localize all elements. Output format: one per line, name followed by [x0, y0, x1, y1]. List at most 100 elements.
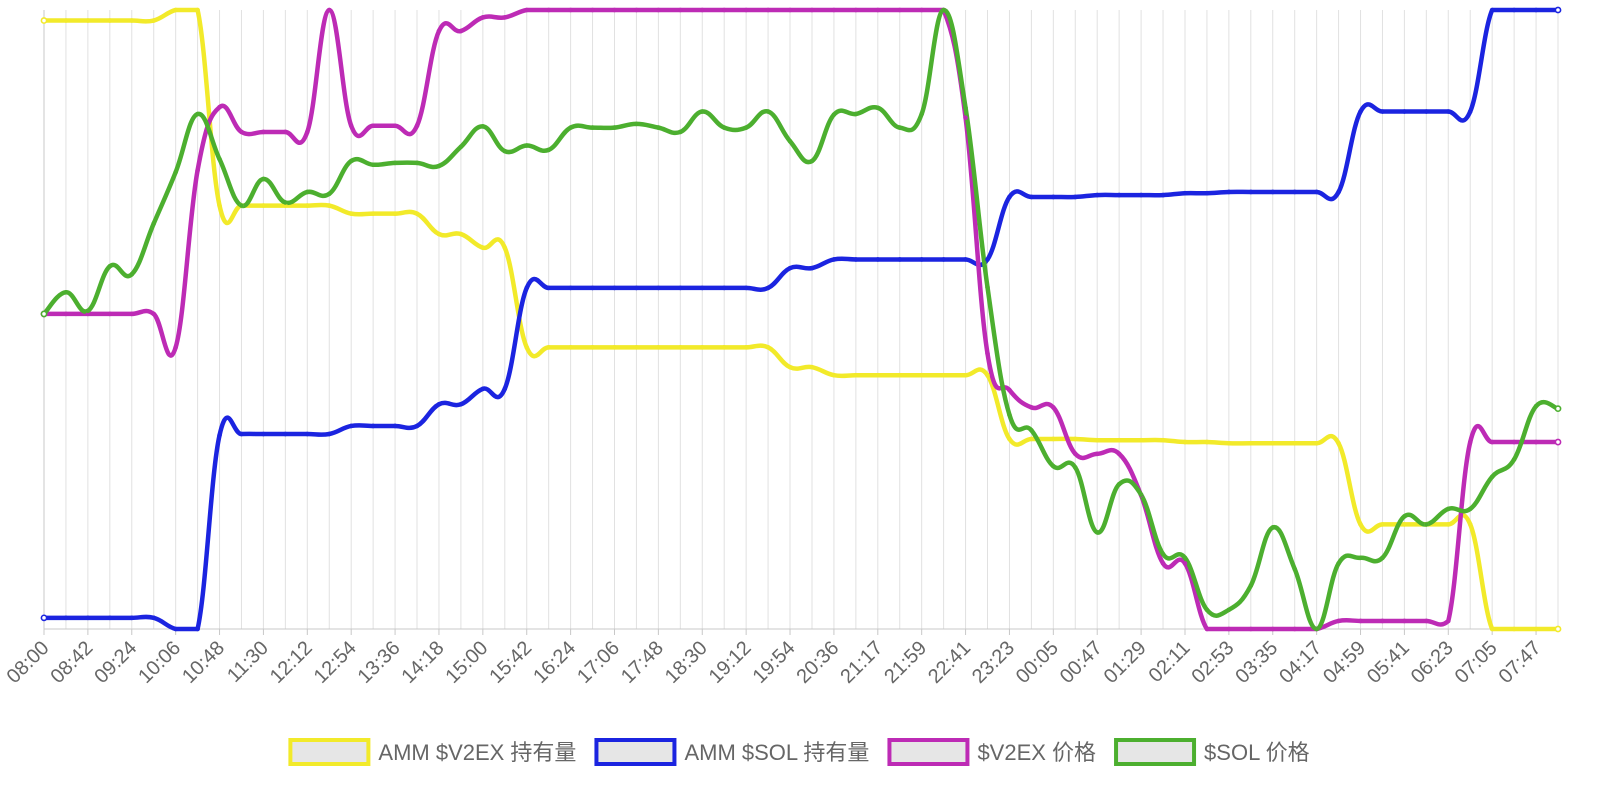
data-point[interactable]	[1445, 522, 1451, 527]
data-point[interactable]	[436, 163, 442, 169]
data-point[interactable]	[63, 289, 69, 295]
data-point[interactable]	[480, 386, 486, 392]
data-point[interactable]	[699, 345, 705, 350]
data-point[interactable]	[743, 285, 749, 291]
data-point[interactable]	[1554, 405, 1562, 413]
data-point[interactable]	[1248, 626, 1254, 632]
data-point[interactable]	[699, 285, 705, 291]
data-point[interactable]	[305, 129, 310, 135]
data-point[interactable]	[787, 265, 793, 271]
data-point[interactable]	[1182, 190, 1188, 196]
data-point[interactable]	[40, 310, 48, 318]
data-point[interactable]	[721, 125, 727, 130]
data-point[interactable]	[370, 123, 376, 129]
data-point[interactable]	[656, 125, 661, 130]
data-point[interactable]	[1248, 441, 1254, 446]
data-point[interactable]	[217, 104, 222, 110]
data-point[interactable]	[348, 423, 354, 429]
data-point[interactable]	[1072, 436, 1078, 442]
data-point[interactable]	[392, 211, 398, 216]
data-point[interactable]	[985, 372, 990, 378]
legend-item-1[interactable]: AMM $V2EX 持有量	[288, 738, 576, 766]
legend-item-3[interactable]: $V2EX 价格	[887, 738, 1096, 766]
data-point[interactable]	[919, 257, 924, 262]
data-point[interactable]	[1533, 403, 1539, 409]
data-point[interactable]	[370, 162, 376, 168]
data-point[interactable]	[1226, 607, 1232, 613]
data-point[interactable]	[195, 111, 200, 117]
data-point[interactable]	[1007, 387, 1012, 393]
data-point[interactable]	[1380, 618, 1385, 624]
data-point[interactable]	[590, 345, 595, 350]
data-point[interactable]	[1116, 192, 1122, 198]
data-point[interactable]	[173, 626, 178, 632]
data-point[interactable]	[875, 257, 881, 262]
data-point[interactable]	[195, 168, 200, 173]
data-point[interactable]	[787, 138, 793, 144]
data-point[interactable]	[1160, 561, 1166, 566]
data-point[interactable]	[1511, 7, 1517, 13]
data-point[interactable]	[1445, 506, 1451, 512]
series-line-1[interactable]	[41, 7, 1561, 632]
data-point[interactable]	[634, 285, 639, 291]
data-point[interactable]	[1489, 626, 1495, 632]
data-point[interactable]	[634, 345, 639, 350]
data-point[interactable]	[875, 372, 881, 378]
data-point[interactable]	[612, 7, 617, 13]
data-point[interactable]	[1226, 441, 1232, 446]
data-point[interactable]	[765, 7, 771, 13]
data-point[interactable]	[1138, 492, 1144, 497]
data-point[interactable]	[392, 160, 398, 166]
data-point[interactable]	[1467, 439, 1473, 445]
data-point[interactable]	[195, 7, 200, 13]
data-point[interactable]	[1336, 189, 1341, 195]
data-point[interactable]	[1467, 109, 1473, 114]
data-point[interactable]	[1007, 412, 1012, 418]
data-point[interactable]	[1270, 525, 1276, 530]
data-point[interactable]	[853, 111, 859, 117]
data-point[interactable]	[1489, 439, 1495, 445]
data-point[interactable]	[1029, 405, 1034, 410]
data-point[interactable]	[743, 345, 749, 350]
data-point[interactable]	[392, 123, 398, 129]
data-point[interactable]	[1204, 607, 1210, 613]
data-point[interactable]	[1270, 626, 1276, 632]
data-point[interactable]	[502, 15, 508, 20]
data-point[interactable]	[590, 7, 595, 13]
data-point[interactable]	[919, 111, 924, 117]
data-point[interactable]	[1314, 189, 1319, 195]
data-point[interactable]	[458, 231, 464, 237]
data-point[interactable]	[524, 143, 530, 148]
data-point[interactable]	[1051, 463, 1056, 469]
data-point[interactable]	[392, 423, 398, 429]
data-point[interactable]	[1511, 439, 1517, 445]
data-point[interactable]	[173, 345, 178, 350]
data-point[interactable]	[612, 285, 617, 291]
data-point[interactable]	[1116, 437, 1122, 443]
data-point[interactable]	[809, 158, 815, 164]
data-point[interactable]	[1204, 190, 1210, 196]
data-point[interactable]	[436, 402, 442, 407]
data-point[interactable]	[941, 372, 946, 378]
data-point[interactable]	[1292, 441, 1297, 446]
data-point[interactable]	[283, 129, 288, 135]
data-point[interactable]	[63, 18, 69, 23]
data-point[interactable]	[1248, 189, 1254, 195]
data-point[interactable]	[305, 189, 310, 195]
data-point[interactable]	[546, 147, 551, 153]
data-point[interactable]	[634, 121, 639, 127]
data-point[interactable]	[831, 257, 837, 262]
data-point[interactable]	[1554, 625, 1562, 633]
data-point[interactable]	[897, 372, 903, 378]
data-point[interactable]	[129, 615, 135, 621]
data-point[interactable]	[1160, 192, 1166, 198]
data-point[interactable]	[699, 109, 705, 114]
data-point[interactable]	[809, 364, 815, 370]
data-point[interactable]	[1489, 7, 1495, 13]
data-point[interactable]	[568, 7, 573, 13]
data-point[interactable]	[85, 615, 91, 621]
data-point[interactable]	[129, 18, 135, 23]
data-point[interactable]	[173, 169, 178, 175]
data-point[interactable]	[1051, 436, 1056, 442]
data-point[interactable]	[107, 18, 113, 23]
